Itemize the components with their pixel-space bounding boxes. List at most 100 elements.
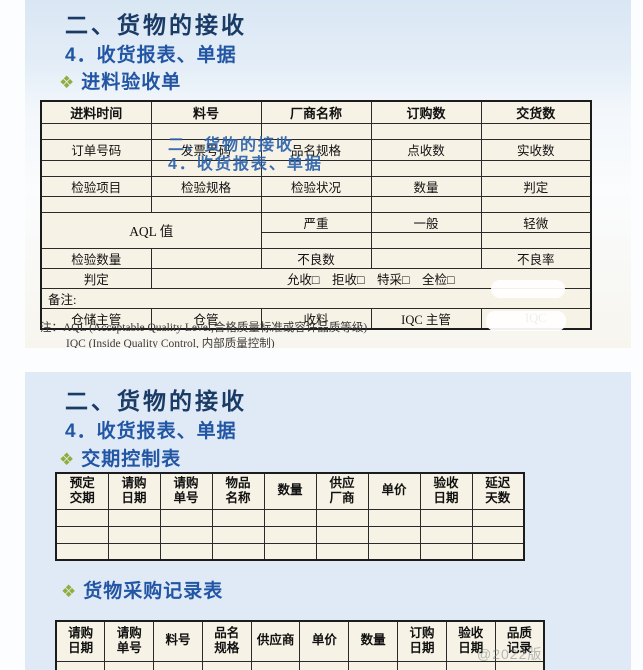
header-cell: 单价 xyxy=(367,472,421,510)
header-cell: 数量 xyxy=(263,472,317,510)
cell-inspect-spec: 检验规格 xyxy=(150,175,262,197)
cell-product-spec: 品名规格 xyxy=(260,138,372,161)
empty-cell xyxy=(150,195,262,213)
empty-cell xyxy=(40,159,152,177)
cell-aql-value: AQL 值 xyxy=(40,211,262,249)
table-row: 备注: xyxy=(40,287,592,309)
empty-cell xyxy=(348,660,399,670)
slide-1: 二、货物的接收 4．收货报表、单据 ❖ 进料验收单 进料时间 料号 厂商名称 订购… xyxy=(25,0,631,348)
empty-cell xyxy=(159,542,213,561)
footnotes: 注：AQL (Acceptable Quality Level,合格质量标准或容… xyxy=(40,320,367,348)
empty-cell xyxy=(397,660,447,670)
empty-cell xyxy=(480,122,592,140)
empty-cell xyxy=(107,542,161,561)
cell-inspect-status: 检验状况 xyxy=(260,175,372,197)
empty-cell xyxy=(211,525,265,544)
empty-cell xyxy=(419,542,473,561)
empty-cell xyxy=(370,247,482,269)
redaction-smudge xyxy=(486,311,566,331)
empty-cell xyxy=(370,231,482,249)
ghost-overlay-text: 二、货物的接收 4．收货报表、单据 xyxy=(168,136,323,174)
header-cell: 请购 日期 xyxy=(55,620,106,662)
slide1-section-heading: ❖ 进料验收单 xyxy=(59,67,181,94)
empty-cell xyxy=(494,660,545,670)
table-row xyxy=(40,159,592,177)
header-cell: 订购数 xyxy=(370,100,482,124)
delivery-control-table: 预定 交期 请购 日期 请购 单号 物品 名称 数量 供应 厂商 单价 验收 日… xyxy=(55,472,525,561)
footnote-iqc: IQC (Inside Quality Control, 内部质量控制) xyxy=(66,338,275,348)
header-cell: 延迟 天数 xyxy=(471,472,525,510)
slide1-subtitle: 4．收货报表、单据 xyxy=(65,45,237,66)
empty-cell xyxy=(107,508,161,527)
cell-inspect-qty: 检验数量 xyxy=(40,247,152,269)
empty-cell xyxy=(201,660,252,670)
table-header-row: 请购 日期 请购 单号 料号 品名 规格 供应商 单价 数量 订购 日期 验收 … xyxy=(55,620,545,662)
header-cell: 数量 xyxy=(348,620,399,662)
empty-cell xyxy=(250,660,301,670)
slide2-title: 二、货物的接收 xyxy=(65,388,247,414)
table-row: 订单号码 发票号码 品名规格 点收数 实收数 xyxy=(40,138,592,161)
header-cell: 料号 xyxy=(150,100,262,124)
cell-iqc-supervisor: IQC 主管 xyxy=(370,307,482,329)
empty-cell xyxy=(159,508,213,527)
cell-warehouse-supervisor: 仓储主管 xyxy=(40,307,152,329)
empty-cell xyxy=(55,508,109,527)
slide1-section-title: 进料验收单 xyxy=(81,72,182,93)
cell-judgement: 判定 xyxy=(480,175,592,197)
cell-defect-qty: 不良数 xyxy=(260,247,372,269)
empty-cell xyxy=(159,525,213,544)
watermark-text: @2022版 xyxy=(477,646,543,662)
header-cell: 请购 日期 xyxy=(107,472,161,510)
empty-cell xyxy=(55,660,106,670)
header-cell: 请购 单号 xyxy=(104,620,155,662)
slide2-section1-title: 交期控制表 xyxy=(81,449,182,470)
header-cell: 供应 厂商 xyxy=(315,472,369,510)
empty-cell xyxy=(370,195,482,213)
procurement-record-table: 请购 日期 请购 单号 料号 品名 规格 供应商 单价 数量 订购 日期 验收 … xyxy=(55,620,545,670)
header-cell: 订购 日期 xyxy=(397,620,447,662)
empty-cell xyxy=(55,525,109,544)
table-row xyxy=(55,508,525,527)
empty-cell xyxy=(211,508,265,527)
header-cell: 单价 xyxy=(299,620,350,662)
header-cell: 供应商 xyxy=(250,620,301,662)
empty-cell xyxy=(315,508,369,527)
empty-cell xyxy=(419,508,473,527)
table-row xyxy=(40,195,592,213)
empty-cell xyxy=(367,525,421,544)
cell-severity-critical: 严重 xyxy=(260,211,372,233)
table-row: AQL 值 严重 一般 轻微 xyxy=(40,211,592,249)
table-header-row: 预定 交期 请购 日期 请购 单号 物品 名称 数量 供应 厂商 单价 验收 日… xyxy=(55,472,525,510)
empty-cell xyxy=(419,525,473,544)
empty-cell xyxy=(471,525,525,544)
slide1-title: 二、货物的接收 xyxy=(65,12,247,38)
empty-cell xyxy=(370,159,482,177)
header-cell: 进料时间 xyxy=(40,100,152,124)
empty-cell xyxy=(315,542,369,561)
cell-remarks: 备注: xyxy=(40,287,592,309)
cell-counted-qty: 点收数 xyxy=(370,138,482,161)
ghost-line-1: 二、货物的接收 xyxy=(168,137,295,154)
empty-cell xyxy=(150,247,262,269)
diamond-bullet-icon: ❖ xyxy=(59,73,76,92)
empty-cell xyxy=(263,508,317,527)
footnote-aql: 注：AQL (Acceptable Quality Level,合格质量标准或容… xyxy=(40,322,368,334)
slide-2: 二、货物的接收 4．收货报表、单据 ❖ 交期控制表 预定 交期 请购 日期 请购 … xyxy=(25,372,631,670)
empty-cell xyxy=(370,122,482,140)
table-row xyxy=(40,122,592,140)
slide2-section2-title: 货物采购记录表 xyxy=(83,581,224,602)
table-row xyxy=(55,660,545,670)
empty-cell xyxy=(367,542,421,561)
empty-cell xyxy=(480,159,592,177)
cell-order-number: 订单号码 xyxy=(40,138,152,161)
header-cell: 验收 日期 xyxy=(445,620,496,662)
table-row xyxy=(55,542,525,561)
empty-cell xyxy=(315,525,369,544)
empty-cell xyxy=(367,508,421,527)
cell-defect-rate: 不良率 xyxy=(480,247,592,269)
empty-cell xyxy=(471,542,525,561)
cell-severity-minor: 轻微 xyxy=(480,211,592,233)
table-row xyxy=(55,525,525,544)
table-row: 检验项目 检验规格 检验状况 数量 判定 xyxy=(40,175,592,197)
